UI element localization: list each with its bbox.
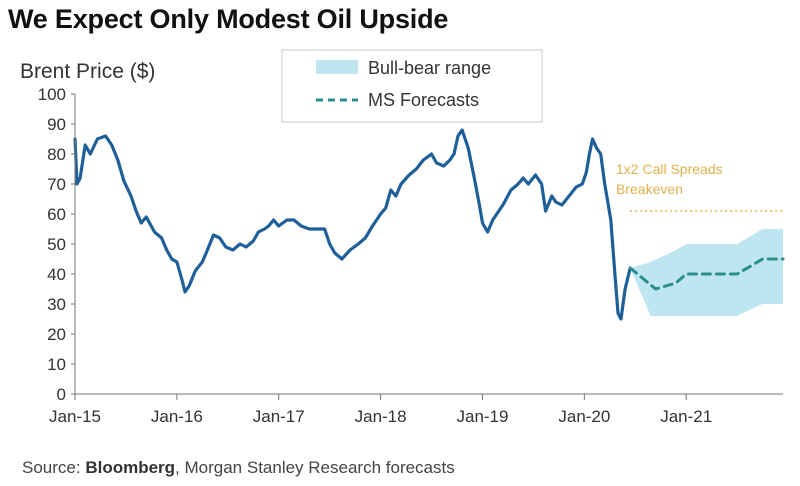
y-axis-label: Brent Price ($) <box>20 60 156 83</box>
chart-title: We Expect Only Modest Oil Upside <box>8 4 449 34</box>
source-rest: , Morgan Stanley Research forecasts <box>175 458 455 477</box>
x-tick-label: Jan-21 <box>660 407 712 426</box>
x-tick-label: Jan-20 <box>558 407 610 426</box>
legend-band-swatch <box>316 60 358 74</box>
y-tick-label: 30 <box>47 295 66 314</box>
y-tick-label: 10 <box>47 355 66 374</box>
annotation-line-2: Breakeven <box>616 181 683 197</box>
annotation-line-1: 1x2 Call Spreads <box>616 161 723 177</box>
brent-price-line <box>73 128 632 321</box>
y-tick-label: 40 <box>47 265 66 284</box>
x-tick-label: Jan-18 <box>355 407 407 426</box>
y-tick-label: 20 <box>47 325 66 344</box>
x-tick-label: Jan-17 <box>253 407 305 426</box>
y-tick-label: 90 <box>47 115 66 134</box>
source-note: Source: Bloomberg, Morgan Stanley Resear… <box>22 458 455 478</box>
y-tick-label: 50 <box>47 235 66 254</box>
x-tick-label: Jan-15 <box>49 407 101 426</box>
x-tick-label: Jan-16 <box>151 407 203 426</box>
y-tick-label: 80 <box>47 145 66 164</box>
y-tick-label: 100 <box>38 85 66 104</box>
y-tick-label: 60 <box>47 205 66 224</box>
legend-entry-band: Bull-bear range <box>368 58 491 78</box>
source-bold: Bloomberg <box>85 458 176 477</box>
y-tick-label: 70 <box>47 175 66 194</box>
x-tick-label: Jan-19 <box>456 407 508 426</box>
y-tick-label: 0 <box>57 385 66 404</box>
legend-entry-forecast: MS Forecasts <box>368 90 479 110</box>
source-prefix: Source: <box>22 458 86 477</box>
ms-forecast-line <box>628 257 785 291</box>
